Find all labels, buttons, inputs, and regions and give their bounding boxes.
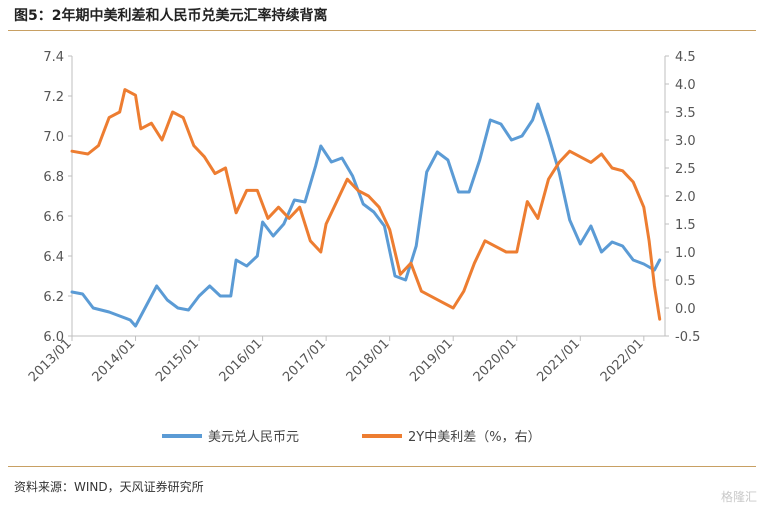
x-tick-label: 2016/01: [217, 336, 266, 385]
x-tick-label: 2022/01: [598, 336, 647, 385]
legend-label-usdcny: 美元兑人民币元: [208, 430, 299, 445]
x-tick-label: 2021/01: [534, 336, 583, 385]
series-line-spread: [70, 88, 662, 321]
x-tick-label: 2017/01: [280, 336, 329, 385]
right-tick-label: 1.5: [675, 218, 696, 233]
right-tick-label: 0.0: [675, 302, 696, 317]
right-tick-label: 4.0: [675, 78, 696, 93]
right-tick-label: 1.0: [675, 246, 696, 261]
left-tick-label: 6.6: [43, 210, 64, 225]
series-line-usdcny: [70, 102, 662, 328]
legend: 美元兑人民币元 2Y中美利差（%，右）: [162, 430, 541, 445]
left-tick-label: 6.0: [43, 330, 64, 345]
x-tick-label: 2018/01: [344, 336, 393, 385]
left-tick-label: 7.2: [43, 90, 64, 105]
left-tick-label: 6.8: [43, 170, 64, 185]
left-tick-label: 7.4: [43, 50, 64, 65]
right-tick-label: 2.5: [675, 162, 696, 177]
x-tick-label: 2015/01: [153, 336, 202, 385]
left-tick-label: 7.0: [43, 130, 64, 145]
x-tick-label: 2019/01: [407, 336, 456, 385]
watermark-logo: 格隆汇: [720, 490, 757, 504]
left-tick-label: 6.4: [43, 250, 64, 265]
header-rule: [8, 30, 756, 31]
right-tick-label: 0.5: [675, 274, 696, 289]
right-tick-label: 3.0: [675, 134, 696, 149]
legend-label-spread: 2Y中美利差（%，右）: [408, 430, 541, 445]
right-tick-label: 4.5: [675, 50, 696, 65]
right-tick-label: -0.5: [675, 330, 700, 345]
right-tick-label: 3.5: [675, 106, 696, 121]
source-note: 资料来源：WIND，天风证券研究所: [14, 480, 204, 494]
chart: 6.0 6.2 6.4 6.6 6.8 7.0 7.2 7.4 -0.5 0.0 0.5 1.0 1.5…: [26, 50, 700, 445]
footer-rule: [8, 466, 756, 467]
left-tick-label: 6.2: [43, 290, 64, 305]
right-tick-label: 2.0: [675, 190, 696, 205]
x-tick-label: 2020/01: [471, 336, 520, 385]
chart-title: 图5：2年期中美利差和人民币兑美元汇率持续背离: [14, 8, 328, 24]
x-tick-label: 2014/01: [90, 336, 139, 385]
